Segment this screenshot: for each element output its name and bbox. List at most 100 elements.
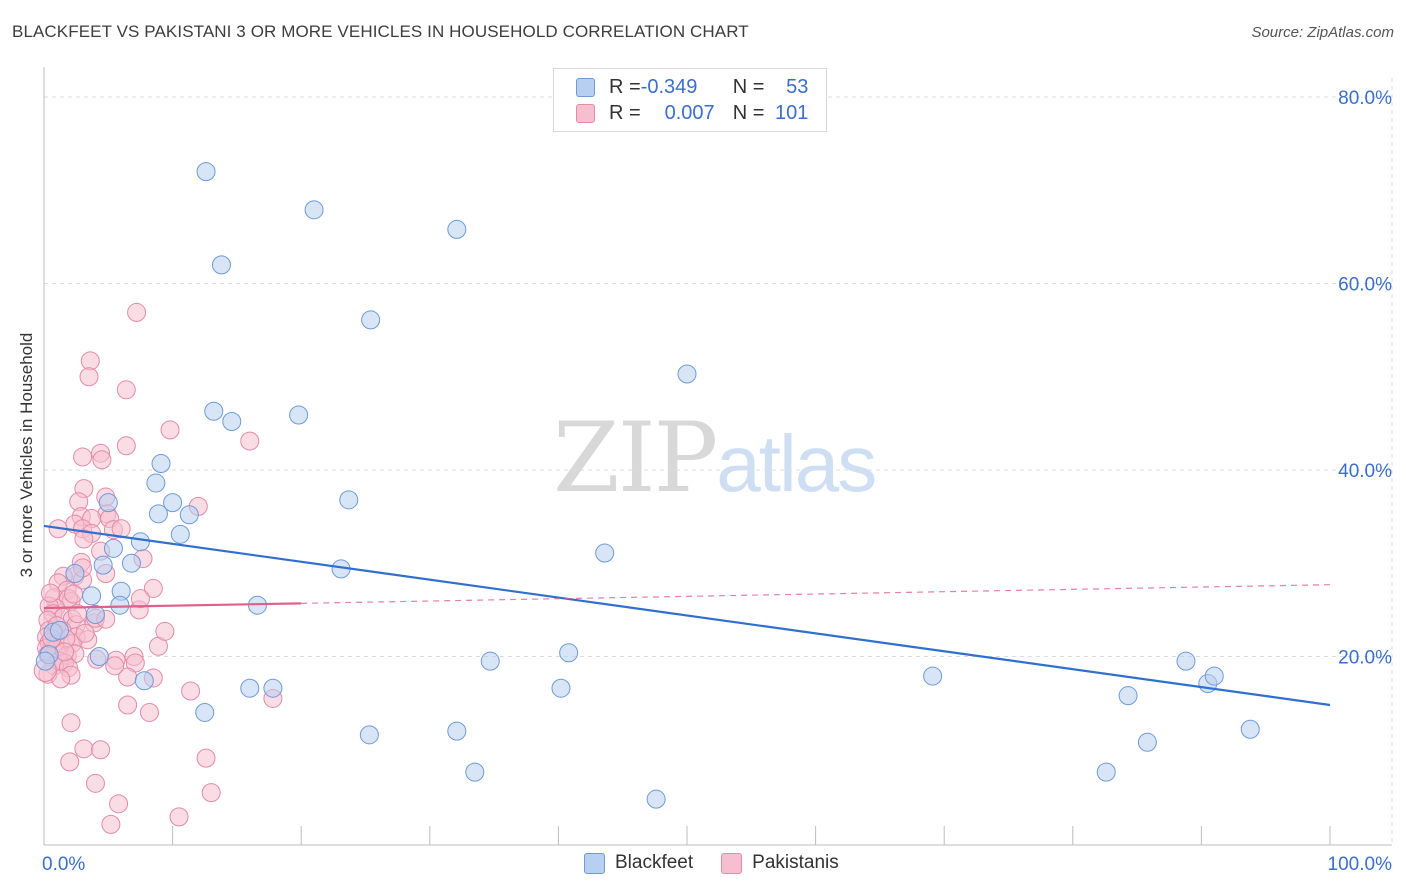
source-label: Source: ZipAtlas.com bbox=[1251, 24, 1394, 41]
blackfeet-point bbox=[134, 671, 154, 691]
stats-legend: R = -0.349 N = 53 R = 0.007 N = 101 bbox=[553, 68, 827, 132]
legend-item-blackfeet: Blackfeet bbox=[584, 852, 693, 874]
trend-lines bbox=[43, 524, 1331, 707]
pakistani-point bbox=[116, 436, 136, 456]
blackfeet-point bbox=[35, 651, 55, 671]
pakistani-point bbox=[116, 380, 136, 400]
series-legend: Blackfeet Pakistanis bbox=[584, 852, 867, 874]
blackfeet-point bbox=[289, 405, 309, 425]
y-tick-label: 40.0% bbox=[1338, 461, 1392, 482]
blackfeet-point bbox=[1204, 666, 1224, 686]
pakistani-point bbox=[75, 623, 95, 643]
blackfeet-point bbox=[170, 524, 190, 544]
blackfeet-trend-line bbox=[43, 524, 1331, 707]
blackfeet-point bbox=[923, 666, 943, 686]
blackfeet-point bbox=[93, 555, 113, 575]
blackfeet-point bbox=[196, 162, 216, 182]
blackfeet-point bbox=[1096, 762, 1116, 782]
pakistani-point bbox=[91, 740, 111, 760]
blackfeet-points bbox=[35, 162, 1260, 809]
axes bbox=[43, 67, 1392, 846]
blackfeet-point bbox=[110, 595, 130, 615]
blackfeet-point bbox=[559, 643, 579, 663]
legend-r-value: -0.349 bbox=[640, 75, 698, 98]
blackfeet-point bbox=[179, 505, 199, 525]
blackfeet-point bbox=[211, 255, 231, 275]
pakistani-point bbox=[74, 529, 94, 549]
blackfeet-point bbox=[163, 493, 183, 513]
pakistani-point bbox=[79, 367, 99, 387]
pakistani-point bbox=[139, 702, 159, 722]
blackfeet-point bbox=[151, 453, 171, 473]
blackfeet-point bbox=[339, 490, 359, 510]
blackfeet-point bbox=[85, 605, 105, 625]
blackfeet-point bbox=[98, 493, 118, 513]
pakistani-point bbox=[155, 621, 175, 641]
pakistani-point bbox=[109, 794, 129, 814]
blackfeet-point bbox=[103, 538, 123, 558]
blackfeet-point bbox=[121, 553, 141, 573]
legend-r-label: R = bbox=[609, 101, 641, 124]
pakistani-point bbox=[105, 656, 125, 676]
blackfeet-point bbox=[146, 473, 166, 493]
blackfeet-point bbox=[222, 412, 242, 432]
pakistani-point bbox=[181, 681, 201, 701]
pakistani-point bbox=[64, 584, 84, 604]
blackfeet-point bbox=[361, 310, 381, 330]
pakistani-point bbox=[55, 642, 75, 662]
blackfeet-point bbox=[148, 504, 168, 524]
blackfeet-point bbox=[480, 651, 500, 671]
pakistani-point bbox=[196, 748, 216, 768]
y-tick-label: 20.0% bbox=[1338, 648, 1392, 669]
watermark-atlas: atlas bbox=[716, 419, 877, 508]
pakistani-point bbox=[169, 807, 189, 827]
legend-row-pakistanis: R = 0.007 N = 101 bbox=[576, 100, 808, 126]
pakistani-point bbox=[60, 752, 80, 772]
blackfeet-point bbox=[1240, 719, 1260, 739]
blackfeet-point bbox=[195, 702, 215, 722]
pakistani-point bbox=[101, 814, 121, 834]
blackfeet-point bbox=[65, 564, 85, 584]
pakistani-trend-extension bbox=[301, 584, 1331, 604]
blackfeet-point bbox=[130, 532, 150, 552]
legend-swatch-pakistanis bbox=[576, 103, 595, 123]
pakistani-point bbox=[201, 783, 221, 803]
pakistani-point bbox=[127, 302, 147, 322]
legend-swatch-blackfeet bbox=[576, 77, 595, 97]
grid-lines bbox=[44, 78, 1393, 845]
blackfeet-point bbox=[263, 678, 283, 698]
blackfeet-point bbox=[551, 678, 571, 698]
x-tick-label: 100.0% bbox=[1328, 854, 1393, 875]
blackfeet-point bbox=[447, 219, 467, 239]
blackfeet-point bbox=[204, 401, 224, 421]
legend-r-label: R = bbox=[609, 75, 641, 98]
blackfeet-point bbox=[82, 586, 102, 606]
pakistani-point bbox=[80, 351, 100, 371]
blackfeet-point bbox=[1176, 651, 1196, 671]
pakistani-point bbox=[61, 713, 81, 733]
blackfeet-point bbox=[677, 364, 697, 384]
pakistani-point bbox=[143, 578, 163, 598]
blackfeet-point bbox=[1137, 732, 1157, 752]
legend-label-blackfeet: Blackfeet bbox=[615, 852, 694, 873]
blackfeet-point bbox=[89, 647, 109, 666]
y-tick-label: 60.0% bbox=[1338, 275, 1392, 296]
pakistani-point bbox=[240, 431, 260, 451]
blackfeet-point bbox=[595, 543, 615, 563]
blackfeet-point bbox=[49, 620, 69, 640]
blackfeet-point bbox=[646, 789, 666, 809]
blackfeet-point bbox=[447, 721, 467, 741]
legend-n-value: 53 bbox=[786, 75, 809, 98]
legend-n-value: 101 bbox=[775, 101, 809, 124]
legend-swatch-pakistanis bbox=[721, 852, 743, 874]
y-tick-label: 80.0% bbox=[1338, 88, 1392, 109]
pakistani-point bbox=[160, 420, 180, 440]
y-axis-label: 3 or more Vehicles in Household bbox=[17, 332, 36, 578]
pakistani-point bbox=[40, 583, 60, 603]
legend-item-pakistanis: Pakistanis bbox=[721, 852, 839, 874]
watermark: ZIPatlas bbox=[553, 402, 877, 514]
tick-labels: 20.0% 40.0% 60.0% 80.0% 0.0% 100.0% bbox=[42, 88, 1392, 875]
legend-swatch-blackfeet bbox=[584, 852, 605, 874]
blackfeet-point bbox=[1118, 686, 1138, 706]
